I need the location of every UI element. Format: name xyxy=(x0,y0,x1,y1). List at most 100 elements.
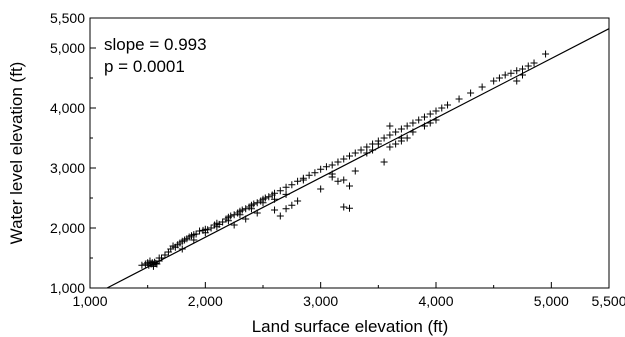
data-point xyxy=(415,116,423,124)
data-point xyxy=(138,261,146,269)
data-point xyxy=(397,137,405,145)
data-point xyxy=(340,155,348,163)
data-point xyxy=(519,71,526,79)
data-point xyxy=(213,223,221,231)
data-point xyxy=(317,185,325,193)
data-point xyxy=(227,212,235,220)
data-point xyxy=(438,104,446,112)
data-point xyxy=(374,140,382,148)
data-point xyxy=(201,229,209,237)
data-point xyxy=(282,183,290,191)
data-point xyxy=(346,152,353,160)
data-point xyxy=(230,221,238,229)
data-point xyxy=(236,211,244,219)
y-tick-label: 4,000 xyxy=(50,100,85,116)
data-point xyxy=(299,176,307,184)
data-point xyxy=(155,254,163,262)
data-point xyxy=(420,122,428,130)
data-point xyxy=(276,187,284,195)
data-point xyxy=(507,69,515,77)
data-point xyxy=(513,77,521,85)
data-point xyxy=(455,95,463,103)
data-point xyxy=(178,245,186,253)
data-point xyxy=(478,83,486,91)
y-tick-label: 5,500 xyxy=(50,10,85,26)
x-axis-title: Land surface elevation (ft) xyxy=(252,317,449,336)
data-point xyxy=(253,209,261,217)
data-point xyxy=(261,194,269,202)
data-point xyxy=(311,169,319,177)
data-point xyxy=(380,134,388,142)
data-point xyxy=(386,131,394,139)
data-point xyxy=(149,262,157,270)
data-point xyxy=(426,119,434,127)
data-point xyxy=(432,107,440,115)
x-tick-label: 3,000 xyxy=(303,293,338,309)
data-point xyxy=(271,206,279,214)
x-tick-label: 5,000 xyxy=(534,293,569,309)
data-point xyxy=(346,182,353,190)
data-point xyxy=(542,50,550,58)
data-point xyxy=(250,200,258,208)
data-point xyxy=(392,128,400,136)
data-point xyxy=(501,71,509,79)
data-point xyxy=(294,177,302,185)
data-point xyxy=(219,218,227,226)
data-point xyxy=(161,251,169,259)
data-point xyxy=(282,190,290,198)
data-point xyxy=(346,204,353,212)
data-point xyxy=(386,143,394,151)
data-point xyxy=(357,146,365,154)
data-point xyxy=(247,205,255,213)
data-point xyxy=(369,146,377,154)
data-point xyxy=(490,77,498,85)
data-point xyxy=(409,128,417,136)
data-point xyxy=(328,161,336,169)
data-point xyxy=(351,167,359,175)
data-point xyxy=(196,227,204,235)
x-tick-label: 2,000 xyxy=(188,293,223,309)
data-point xyxy=(351,149,359,157)
x-axis: 1,000 2,000 3,000 4,000 5,000 5,500 xyxy=(72,282,625,309)
data-point xyxy=(328,173,336,181)
data-point xyxy=(288,201,296,209)
data-point xyxy=(380,158,388,166)
data-point xyxy=(403,134,411,142)
data-point xyxy=(259,199,267,207)
data-point xyxy=(192,230,200,238)
data-point xyxy=(495,74,503,82)
data-point xyxy=(322,163,330,171)
slope-annotation: slope = 0.993 xyxy=(104,35,207,54)
data-point xyxy=(265,193,273,201)
p-value-annotation: p = 0.0001 xyxy=(104,57,185,76)
x-tick-label: 4,000 xyxy=(418,293,453,309)
x-tick-label: 5,500 xyxy=(591,293,625,309)
data-point xyxy=(334,177,342,185)
data-point xyxy=(519,65,526,73)
data-point xyxy=(317,165,325,173)
data-point xyxy=(207,224,215,232)
data-point xyxy=(467,89,475,97)
y-tick-label: 1,000 xyxy=(50,280,85,296)
data-point xyxy=(420,113,428,121)
data-point xyxy=(397,125,405,133)
data-point xyxy=(444,101,452,109)
data-point xyxy=(340,203,348,211)
y-tick-label: 2,000 xyxy=(50,220,85,236)
data-point xyxy=(271,195,279,203)
data-point xyxy=(340,176,348,184)
data-point xyxy=(305,171,313,179)
data-point xyxy=(426,110,434,118)
plot-frame xyxy=(89,17,610,289)
data-point xyxy=(392,140,400,148)
data-point xyxy=(271,189,279,197)
data-point xyxy=(190,236,198,244)
y-axis-title: Water level elevation (ft) xyxy=(7,62,26,245)
data-point xyxy=(363,149,371,157)
regression-line xyxy=(106,28,610,289)
data-point xyxy=(334,158,342,166)
data-point xyxy=(524,62,532,70)
y-axis: 1,000 2,000 3,000 4,000 5,000 5,500 xyxy=(50,10,96,296)
data-point xyxy=(386,122,394,130)
